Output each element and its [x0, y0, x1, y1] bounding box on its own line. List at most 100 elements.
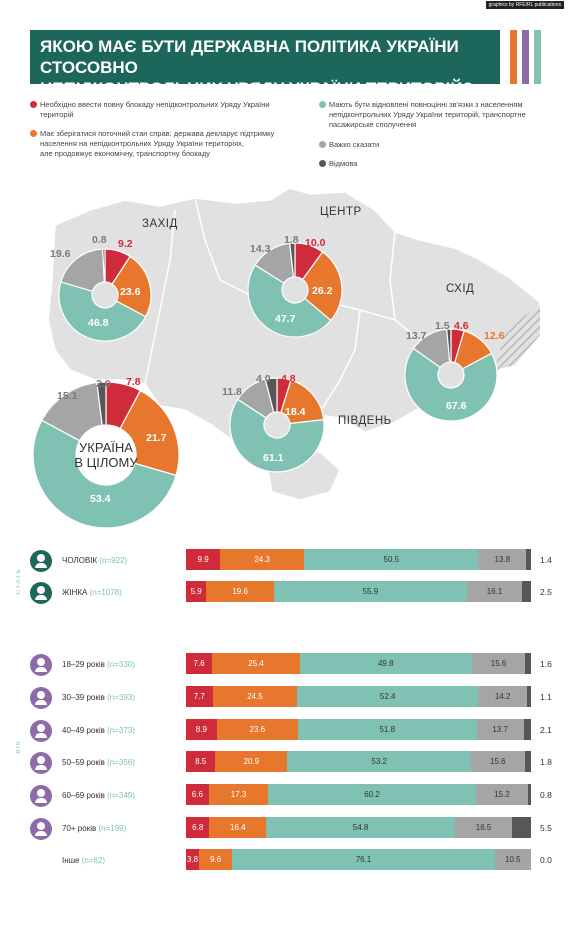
donut-slice-dark [96, 381, 107, 426]
bar-refusal-value: 1.6 [540, 659, 552, 669]
bar-row-label-text: ЖІНКА [62, 588, 90, 597]
region-label-east: СХІД [446, 283, 475, 295]
legend-text-line: Необхідно ввести повну блокаду непідконт… [40, 100, 270, 109]
bar-segment-red: 7.7 [186, 686, 213, 707]
bar-segment-dark [512, 817, 531, 838]
bar-row-sample-size: (n=356) [107, 758, 135, 767]
person-icon [30, 687, 52, 709]
donut-slice-teal [229, 398, 325, 473]
bar-row-label-text: ЧОЛОВІК [62, 556, 100, 565]
donut-value-label: 47.7 [275, 313, 296, 325]
bar-row-label: 70+ років (n=199) [62, 824, 126, 833]
legend-text-line: Відмова [329, 159, 358, 168]
bar-refusal-value: 2.5 [540, 587, 552, 597]
bar-segment-orange: 24.3 [220, 549, 305, 570]
legend-item-orange: Має зберігатися поточний стан справ: дер… [30, 129, 275, 159]
bar-row-label: ЧОЛОВІК (n=922) [62, 556, 127, 565]
bar-row: 18–29 років (n=330) 7.6 25.4 49.8 15.6 1.6 [0, 652, 570, 682]
bar-row-label: 60–69 років (n=349) [62, 791, 135, 800]
ukraine-map [47, 187, 541, 501]
stacked-bar: 8.9 23.6 51.8 13.7 [186, 719, 531, 740]
bar-row: 40–49 років (n=373) 8.9 23.6 51.8 13.7 2.1 [0, 718, 570, 748]
region-label-center: ЦЕНТР [320, 206, 362, 218]
bar-segment-dark [524, 751, 531, 772]
donut-value-label: 4.0 [256, 373, 271, 385]
donut-slice-dark [264, 377, 278, 414]
bar-segment-teal: 60.2 [268, 784, 476, 805]
bar-segment-red: 9.9 [186, 549, 221, 570]
bar-segment-teal: 52.4 [297, 686, 479, 707]
bar-segment-orange: 20.9 [215, 751, 288, 772]
donut-value-label: 2.0 [96, 378, 111, 390]
stacked-bar: 6.8 16.4 54.8 16.5 [186, 817, 531, 838]
donut-value-label: 11.8 [222, 386, 242, 398]
bar-segment-orange: 16.4 [209, 817, 267, 838]
legend-text-line: Має зберігатися поточний стан справ: дер… [40, 129, 275, 138]
bar-row: ЖІНКА (n=1078) 5.9 19.6 55.9 16.1 2.5 [0, 580, 570, 610]
region-label-west: ЗАХІД [142, 218, 178, 230]
donut-value-label: 4.8 [281, 373, 296, 385]
bar-segment-gray: 10.5 [494, 849, 531, 870]
donut-value-label: 61.1 [263, 452, 284, 464]
bar-segment-red: 5.9 [186, 581, 207, 602]
legend-item-red: Необхідно ввести повну блокаду непідконт… [30, 100, 270, 120]
bar-row-label: 18–29 років (n=330) [62, 660, 135, 669]
donut-value-label: 46.8 [88, 317, 109, 329]
bar-segment-red: 3.8 [186, 849, 200, 870]
region-label-south: ПІВДЕНЬ [338, 415, 392, 427]
legend-swatch-teal [319, 101, 326, 108]
credit-label: graphics by RFE/RL publications [485, 1, 564, 9]
bar-segment-red: 6.8 [186, 817, 210, 838]
legend-text-line: пасажирське сполучення [329, 120, 417, 129]
donut-slice-orange [111, 255, 152, 318]
bar-segment-orange: 17.3 [208, 784, 269, 805]
bar-segment-orange: 24.5 [212, 686, 298, 707]
group-label: ВІК [16, 740, 22, 754]
bar-segment-gray: 15.2 [475, 784, 529, 805]
bar-refusal-value: 1.1 [540, 692, 552, 702]
bar-segment-red: 7.6 [186, 653, 213, 674]
legend-item-dark: Відмова [319, 159, 358, 169]
title-line-1: ЯКОЮ МАЄ БУТИ ДЕРЖАВНА ПОЛІТИКА УКРАЇНИ … [40, 37, 459, 77]
legend-text-line: населення на непідконтрольних Уряду Укра… [40, 139, 244, 148]
donut-center-line-1: УКРАЇНА [79, 440, 133, 455]
stripe-purple [522, 30, 529, 84]
bar-segment-gray: 16.1 [466, 581, 523, 602]
donut-center-label: УКРАЇНА В ЦІЛОМУ [71, 440, 141, 470]
bar-segment-orange: 9.6 [199, 849, 233, 870]
bar-row-sample-size: (n=373) [107, 726, 135, 735]
bar-segment-teal: 76.1 [232, 849, 495, 870]
donut-slice-orange [119, 389, 180, 477]
legend-text-line: непідконтрольних Уряду України територій… [329, 110, 526, 119]
bar-row: 60–69 років (n=349) 6.6 17.3 60.2 15.2 0.8 [0, 783, 570, 813]
map-shape [47, 187, 541, 501]
bar-row-sample-size: (n=330) [107, 660, 135, 669]
stacked-bar: 6.6 17.3 60.2 15.2 [186, 784, 531, 805]
bar-row-label: 30–39 років (n=393) [62, 693, 135, 702]
donut-value-label: 53.4 [90, 493, 111, 505]
bar-refusal-value: 0.0 [540, 855, 552, 865]
person-icon [30, 550, 52, 572]
donut-slice-orange [301, 251, 343, 322]
bar-segment-teal: 54.8 [266, 817, 456, 838]
donut-slice-dark [446, 328, 452, 363]
legend-swatch-dark [319, 160, 326, 167]
donut-value-label: 4.6 [454, 320, 469, 332]
bar-segment-dark [528, 784, 531, 805]
bar-row-label-text: 18–29 років [62, 660, 108, 669]
person-icon [30, 818, 52, 840]
bar-row-sample-size: (n=349) [107, 791, 135, 800]
donut-slice-teal [32, 419, 177, 529]
bar-segment-dark [525, 653, 531, 674]
bar-segment-teal: 55.9 [273, 581, 467, 602]
bar-row-sample-size: (n=922) [99, 556, 128, 565]
bar-segment-gray: 13.7 [476, 719, 524, 740]
bar-segment-dark [522, 581, 531, 602]
bar-segment-teal: 53.2 [287, 751, 471, 772]
stacked-bar: 7.6 25.4 49.8 15.6 [186, 653, 531, 674]
bar-segment-gray: 16.5 [455, 817, 512, 838]
bar-row-label-text: Інше [62, 856, 82, 865]
bar-segment-gray: 15.6 [471, 653, 526, 674]
bar-row: 70+ років (n=199) 6.8 16.4 54.8 16.5 5.5 [0, 816, 570, 846]
